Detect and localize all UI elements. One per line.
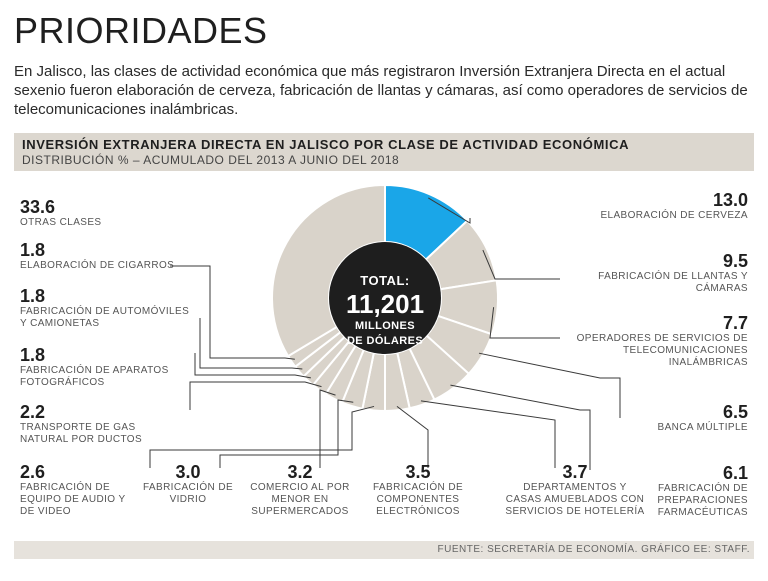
slice-value: 3.7 — [562, 462, 588, 482]
leader-line — [396, 405, 429, 468]
slice-name: FABRICACIÓN DE APARATOS FOTOGRÁFICOS — [20, 365, 169, 388]
slice-name: DEPARTAMENTOS Y CASAS AMUEBLADOS CON SER… — [505, 482, 645, 517]
slice-label: 3.5 FABRICACIÓN DE COMPONENTES ELECTRÓNIC… — [358, 462, 478, 518]
chart-subtitle: DISTRIBUCIÓN % – ACUMULADO DEL 2013 A JU… — [22, 153, 400, 167]
slice-name: OTRAS CLASES — [20, 217, 102, 228]
slice-name: FABRICACIÓN DE VIDRIO — [142, 482, 234, 505]
slice-name: COMERCIO AL POR MENOR EN SUPERMERCADOS — [250, 482, 350, 517]
slice-name: ELABORACIÓN DE CERVEZA — [600, 210, 748, 221]
leader-line — [149, 389, 336, 468]
slice-label: 3.0 FABRICACIÓN DE VIDRIO — [138, 462, 238, 506]
slice-label: 6.5 BANCA MÚLTIPLE — [588, 402, 748, 434]
leader-line — [428, 197, 471, 224]
slice-label: 1.8 FABRICACIÓN DE APARATOS FOTOGRÁFICOS — [20, 345, 170, 389]
slice-value: 3.2 — [287, 462, 313, 482]
slice-value: 7.7 — [722, 313, 748, 333]
chart-title: INVERSIÓN EXTRANJERA DIRECTA EN JALISCO … — [22, 137, 630, 152]
slice-value: 6.5 — [722, 402, 748, 422]
slice-name: OPERADORES DE SERVICIOS DE TELECOMUNICAC… — [576, 333, 748, 368]
center-total-label: TOTAL: — [360, 273, 409, 288]
leader-line — [420, 400, 556, 468]
slice-name: FABRICACIÓN DE PREPARACIONES FARMACÉUTIC… — [657, 483, 748, 518]
leader-line — [199, 318, 303, 370]
slice-value: 9.5 — [722, 251, 748, 271]
slice-value: 3.0 — [175, 462, 201, 482]
slice-label: 2.2 TRANSPORTE DE GAS NATURAL POR DUCTOS — [20, 402, 170, 446]
page-title: PRIORIDADES — [14, 10, 268, 51]
slice-label: 6.1 FABRICACIÓN DE PREPARACIONES FARMACÉU… — [618, 463, 748, 519]
slice-value: 1.8 — [20, 240, 46, 260]
slice-value: 1.8 — [20, 345, 46, 365]
leader-line — [450, 384, 591, 470]
slice-label: 1.8 FABRICACIÓN DE AUTOMÓVILES Y CAMIONET… — [20, 286, 195, 330]
donut-slices — [271, 183, 499, 413]
slice-value: 6.1 — [722, 463, 748, 483]
slice-label: 2.6 FABRICACIÓN DE EQUIPO DE AUDIO Y DE V… — [20, 462, 140, 518]
leader-line — [319, 405, 375, 468]
slice-name: FABRICACIÓN DE COMPONENTES ELECTRÓNICOS — [372, 482, 464, 517]
slice-label: 33.6 OTRAS CLASES — [20, 197, 140, 229]
leader-line — [189, 381, 322, 410]
source-note: FUENTE: SECRETARÍA DE ECONOMÍA. GRÁFICO … — [437, 544, 750, 555]
intro-text: En Jalisco, las clases de actividad econ… — [14, 63, 748, 118]
slice-label: 13.0 ELABORACIÓN DE CERVEZA — [548, 190, 748, 222]
slice-value: 2.6 — [20, 462, 46, 482]
chart-header-band — [14, 133, 754, 171]
slice-name: FABRICACIÓN DE EQUIPO DE AUDIO Y DE VIDE… — [20, 482, 126, 517]
slice-value: 1.8 — [20, 286, 46, 306]
slice-label: 1.8 ELABORACIÓN DE CIGARROS — [20, 240, 200, 272]
slice-name: ELABORACIÓN DE CIGARROS — [20, 260, 175, 271]
slice-value: 2.2 — [20, 402, 46, 422]
slice-value: 13.0 — [712, 190, 748, 210]
slice-value: 33.6 — [20, 197, 56, 217]
slice-value: 3.5 — [405, 462, 431, 482]
slice-label: 3.7 DEPARTAMENTOS Y CASAS AMUEBLADOS CON … — [505, 462, 645, 518]
leader-line — [219, 399, 354, 468]
center-unit-line2: DE DÓLARES — [347, 334, 423, 347]
center-total-value: 11,201 — [346, 289, 424, 319]
leader-line — [489, 307, 560, 339]
leader-line — [482, 249, 560, 280]
center-disc — [329, 242, 441, 354]
slice-name: FABRICACIÓN DE AUTOMÓVILES Y CAMIONETAS — [20, 306, 190, 329]
leader-line — [194, 353, 311, 379]
slice-name: FABRICACIÓN DE LLANTAS Y CÁMARAS — [598, 271, 748, 294]
slice-label: 3.2 COMERCIO AL POR MENOR EN SUPERMERCADO… — [240, 462, 360, 518]
leader-lines — [149, 197, 621, 470]
source-band — [14, 541, 754, 559]
leader-line — [478, 352, 621, 418]
slice-name: BANCA MÚLTIPLE — [657, 422, 748, 433]
center-unit-line1: MILLONES — [355, 320, 415, 332]
slice-label: 7.7 OPERADORES DE SERVICIOS DE TELECOMUNI… — [558, 313, 748, 369]
leader-line — [170, 265, 295, 360]
slice-name: TRANSPORTE DE GAS NATURAL POR DUCTOS — [20, 422, 143, 445]
slice-label: 9.5 FABRICACIÓN DE LLANTAS Y CÁMARAS — [548, 251, 748, 295]
